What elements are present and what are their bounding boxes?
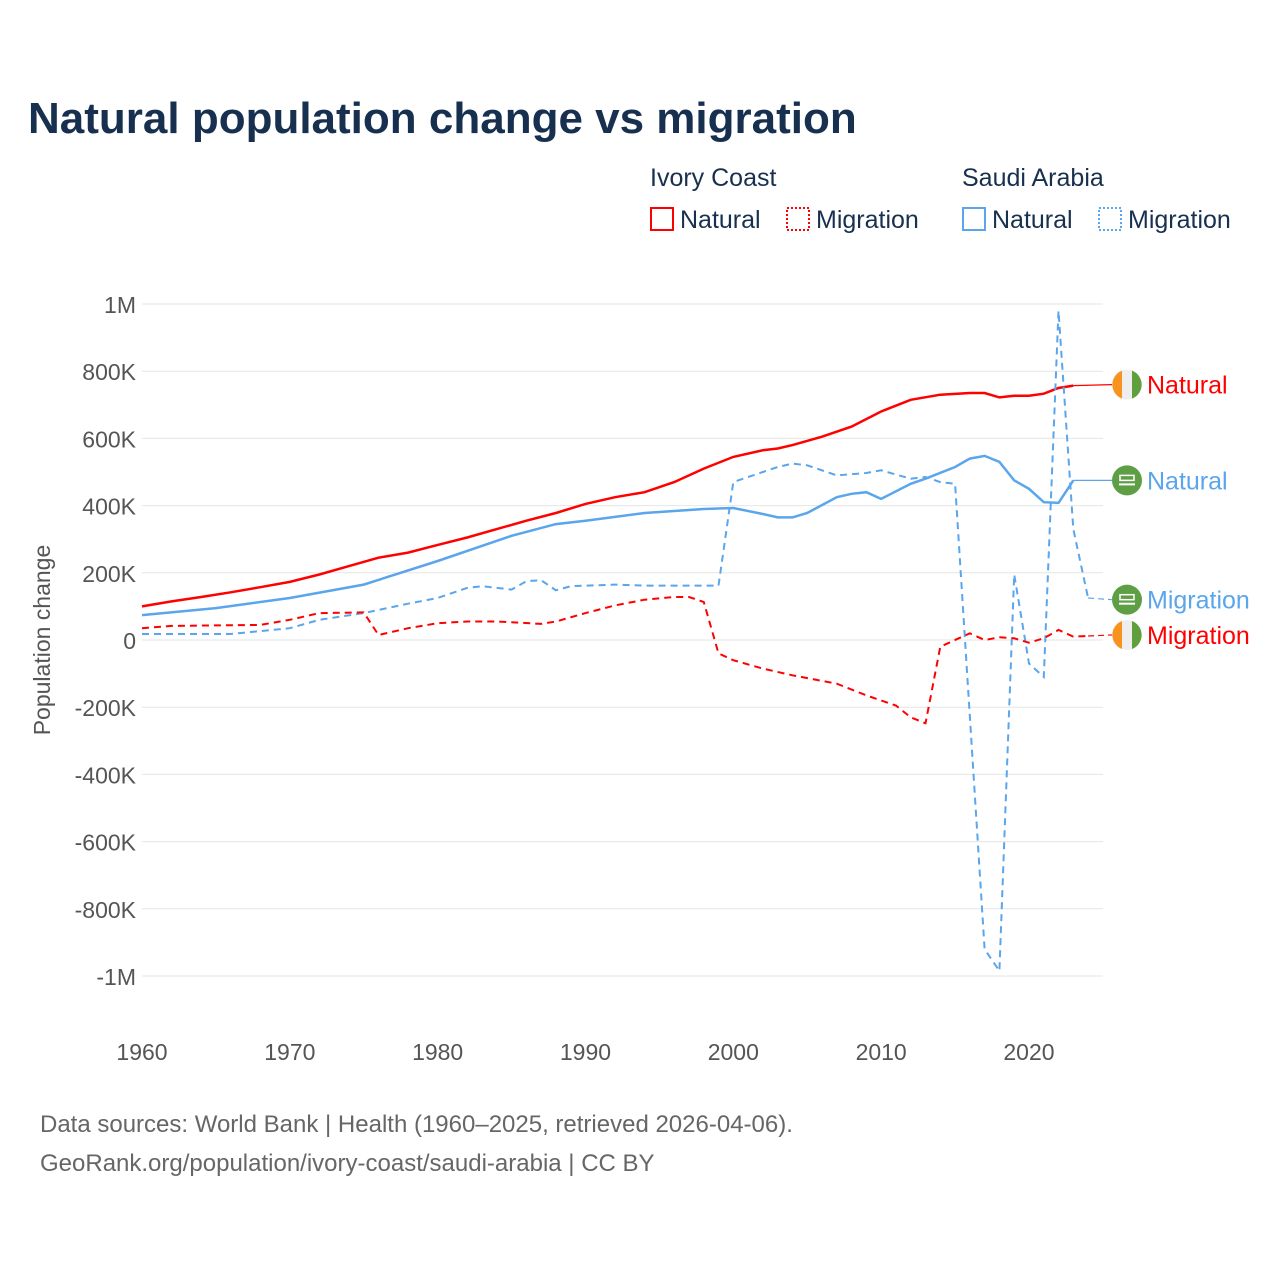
label-connector [1073,384,1113,387]
y-tick-label: -1M [96,964,136,990]
x-tick-label: 2010 [856,1039,907,1065]
y-axis-label: Population change [29,545,55,736]
end-label: Natural [1147,372,1228,400]
legend-label: Natural [680,206,761,234]
end-label: Natural [1147,467,1228,495]
series-line-1 [141,454,1075,617]
x-tick-label: 1970 [264,1039,315,1065]
legend-swatch [650,207,674,231]
legend-swatch [1098,207,1122,231]
flag-orange-stripe [1112,370,1122,399]
flag-orange-stripe [1112,620,1122,649]
x-tick-label: 2020 [1003,1039,1054,1065]
legend-group-title: Saudi Arabia [962,164,1104,192]
legend-swatch [786,207,810,231]
footer-sources: Data sources: World Bank | Health (1960–… [40,1111,793,1138]
footer-url: GeoRank.org/population/ivory-coast/saudi… [40,1150,655,1177]
flag-script [1119,474,1135,482]
flag-green-stripe [1132,620,1142,649]
y-tick-label: 800K [82,359,136,385]
end-label: Migration [1147,587,1250,615]
end-label: Migration [1147,622,1250,650]
series-line-3 [141,596,1089,725]
y-tick-label: -600K [75,830,137,856]
legend-swatch [962,207,986,231]
x-tick-label: 1980 [412,1039,463,1065]
y-tick-label: 200K [82,561,136,587]
flag-script [1119,593,1135,601]
chart-title: Natural population change vs migration [28,94,857,143]
y-tick-label: 400K [82,494,136,520]
y-tick-label: 600K [82,426,136,452]
x-tick-label: 1990 [560,1039,611,1065]
label-connector [1088,634,1113,637]
y-tick-label: -400K [75,762,137,788]
series-line-2 [142,310,1090,975]
flag-sword [1119,602,1135,605]
y-tick-label: 1M [104,292,136,318]
legend-label: Natural [992,206,1073,234]
label-connector [1088,597,1113,601]
legend-label: Migration [816,206,919,234]
y-tick-label: -200K [75,695,137,721]
x-tick-label: 2000 [708,1039,759,1065]
legend-label: Migration [1128,206,1231,234]
legend-group-title: Ivory Coast [650,164,776,192]
flag-sword [1119,483,1135,486]
x-tick-label: 1960 [116,1039,167,1065]
flag-green-stripe [1132,370,1142,399]
y-tick-label: 0 [123,628,136,654]
y-tick-label: -800K [75,897,137,923]
series-line-0 [141,384,1074,608]
